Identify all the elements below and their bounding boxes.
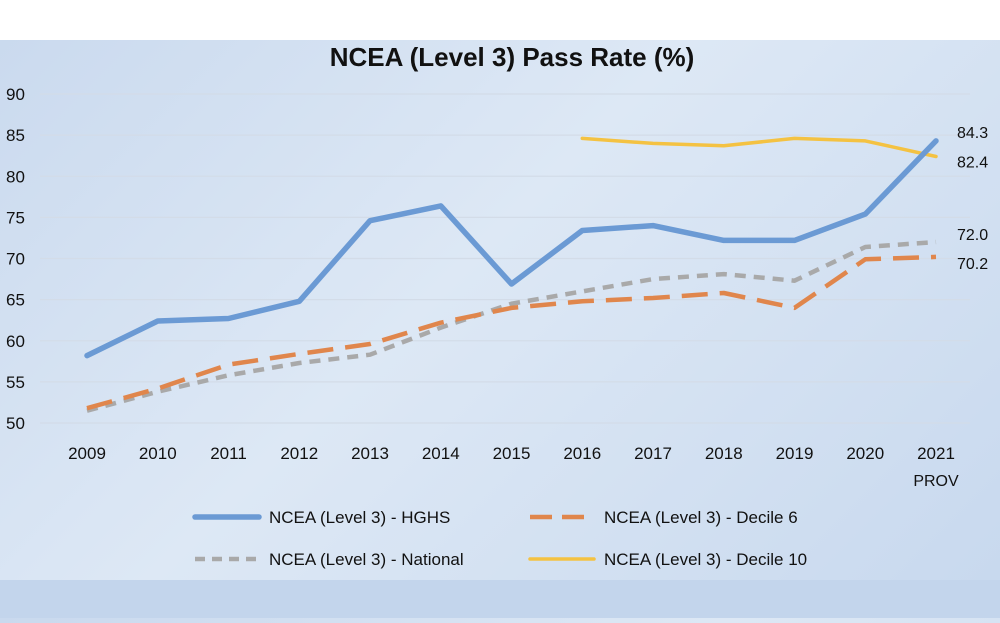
legend-label: NCEA (Level 3) - National [269,550,464,569]
x-tick-label: 2009 [68,444,106,463]
x-tick-label: 2020 [846,444,884,463]
data-label: 82.4 [957,155,988,172]
y-tick-label: 65 [6,291,25,310]
series-line [582,138,936,156]
x-tick-label: 2016 [563,444,601,463]
x-tick-label: 2010 [139,444,177,463]
y-axis: 50 55 60 65 70 75 80 85 90 [6,85,25,433]
x-tick-label: 2014 [422,444,460,463]
x-tick-sublabel: PROV [913,473,959,490]
x-tick-label: 2017 [634,444,672,463]
end-labels: 72.0 70.2 82.4 84.3 [957,125,988,273]
x-tick-label: 2018 [705,444,743,463]
legend: NCEA (Level 3) - HGHS NCEA (Level 3) - De… [195,508,807,569]
y-tick-label: 90 [6,85,25,104]
y-tick-label: 50 [6,414,25,433]
top-margin-band [0,0,1000,40]
legend-label: NCEA (Level 3) - Decile 10 [604,550,807,569]
x-tick-label: 2011 [210,444,247,463]
data-label: 84.3 [957,125,988,142]
data-label: 72.0 [957,227,988,244]
y-tick-label: 85 [6,126,25,145]
grid-lines [40,94,970,423]
series-lines [87,138,936,410]
series-line [87,242,936,411]
series-line [87,141,936,356]
x-tick-label: 2015 [493,444,531,463]
x-tick-label: 2021 [917,444,955,463]
chart-title: NCEA (Level 3) Pass Rate (%) [330,42,695,72]
y-tick-label: 80 [6,167,25,186]
y-tick-label: 70 [6,250,25,269]
y-tick-label: 75 [6,208,25,227]
legend-label: NCEA (Level 3) - HGHS [269,508,450,527]
data-label: 70.2 [957,256,988,273]
series-line [87,257,936,408]
bottom-band [0,580,1000,618]
legend-label: NCEA (Level 3) - Decile 6 [604,508,798,527]
x-tick-label: 2019 [776,444,814,463]
x-axis: 2009 2010 2011 2012 2013 2014 2015 2016 2017 2018… [68,444,959,490]
x-tick-label: 2013 [351,444,389,463]
y-tick-label: 55 [6,373,25,392]
y-tick-label: 60 [6,332,25,351]
x-tick-label: 2012 [280,444,318,463]
